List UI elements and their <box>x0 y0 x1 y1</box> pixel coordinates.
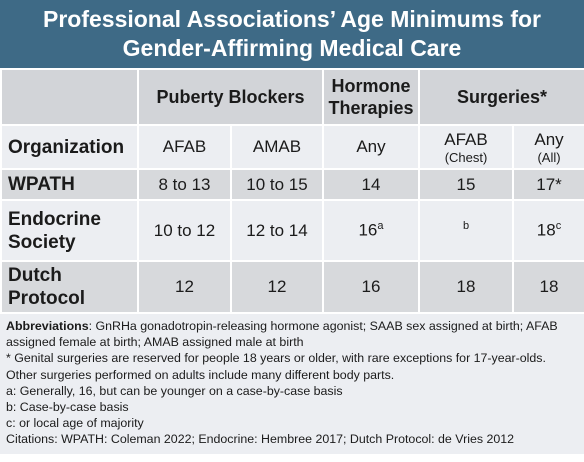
note: * Genital surgeries are reserved for peo… <box>6 351 546 382</box>
group-header-row: Puberty Blockers Hormone Therapies Surge… <box>0 68 584 126</box>
value-text: 18 <box>539 277 559 296</box>
value-cell: 18c <box>511 199 584 262</box>
value-cell: 18 <box>511 260 584 314</box>
group-header: Hormone Therapies <box>322 68 420 126</box>
value-text: 10 to 12 <box>153 220 216 240</box>
value-cell: 16 <box>322 260 420 314</box>
value-text: 16 <box>358 220 378 240</box>
header-row: Organization AFAB AMAB Any AFAB (Chest) A… <box>0 124 584 170</box>
data-row: Dutch Protocol 12 12 16 18 18 <box>0 260 584 314</box>
note: c: or local age of majority <box>6 416 144 431</box>
value-cell: b <box>418 199 514 262</box>
value-text: 18 <box>536 220 556 240</box>
value-text: 12 <box>267 277 287 296</box>
header-sub: (Chest) <box>444 149 488 165</box>
footnote-mark: c <box>555 220 562 233</box>
title-line: Gender-Affirming Medical Care <box>122 35 462 61</box>
header-sub: (All) <box>537 149 561 165</box>
notes: Abbreviations: GnRHa gonadotropin-releas… <box>0 314 584 454</box>
value-cell: 15 <box>418 168 514 201</box>
age-table: Puberty Blockers Hormone Therapies Surge… <box>0 68 584 314</box>
empty-cell <box>0 68 139 126</box>
organization-cell: Dutch Protocol <box>0 260 139 314</box>
note: a: Generally, 16, but can be younger on … <box>6 383 343 398</box>
value-cell: 8 to 13 <box>137 168 232 201</box>
header-cell: Organization <box>0 124 139 170</box>
header-cell: Any <box>322 124 420 170</box>
value-cell: 12 <box>230 260 324 314</box>
title-line: Professional Associations’ Age Minimums … <box>42 6 541 32</box>
header-cell: AFAB (Chest) <box>418 124 514 170</box>
value-text: 15 <box>456 174 476 194</box>
data-row: Endocrine Society 10 to 12 12 to 14 16a b 18c <box>0 199 584 262</box>
header-cell: AMAB <box>230 124 324 170</box>
organization-cell: Endocrine Society <box>0 199 139 262</box>
value-text: 18 <box>456 277 476 296</box>
value-text: 12 <box>175 277 194 296</box>
group-header: Puberty Blockers <box>137 68 324 126</box>
value-cell: 17* <box>511 168 584 201</box>
footnote-mark: b <box>462 220 470 233</box>
value-text: 16 <box>361 277 381 296</box>
value-text: 12 to 14 <box>246 220 308 240</box>
footnote-mark: a <box>377 220 384 233</box>
value-cell: 10 to 12 <box>137 199 232 262</box>
group-header: Surgeries* <box>417 68 584 126</box>
header-main: Any <box>534 129 564 149</box>
value-text: 10 to 15 <box>246 174 308 194</box>
value-text: 17* <box>536 174 562 194</box>
header-main: AFAB <box>444 129 488 149</box>
value-text: 8 to 13 <box>158 174 211 194</box>
header-cell: Any (All) <box>511 124 584 170</box>
value-cell: 14 <box>322 168 420 201</box>
note-text: : GnRHa gonadotropin-releasing hormone a… <box>6 319 558 350</box>
note: Citations: WPATH: Coleman 2022; Endocrin… <box>6 432 515 447</box>
organization-cell: WPATH <box>0 168 139 201</box>
value-cell: 12 <box>137 260 232 314</box>
note: b: Case-by-case basis <box>6 400 129 415</box>
value-text: 14 <box>361 174 381 194</box>
data-row: WPATH 8 to 13 10 to 15 14 15 17* <box>0 168 584 201</box>
value-cell: 10 to 15 <box>230 168 324 201</box>
value-cell: 16a <box>322 199 420 262</box>
title-banner: Professional Associations’ Age Minimums … <box>0 0 584 68</box>
note: Abbreviations: GnRHa gonadotropin-releas… <box>6 318 578 350</box>
header-cell: AFAB <box>137 124 232 170</box>
value-cell: 12 to 14 <box>230 199 324 262</box>
value-cell: 18 <box>418 260 514 314</box>
note-label: Abbreviations <box>6 319 89 333</box>
